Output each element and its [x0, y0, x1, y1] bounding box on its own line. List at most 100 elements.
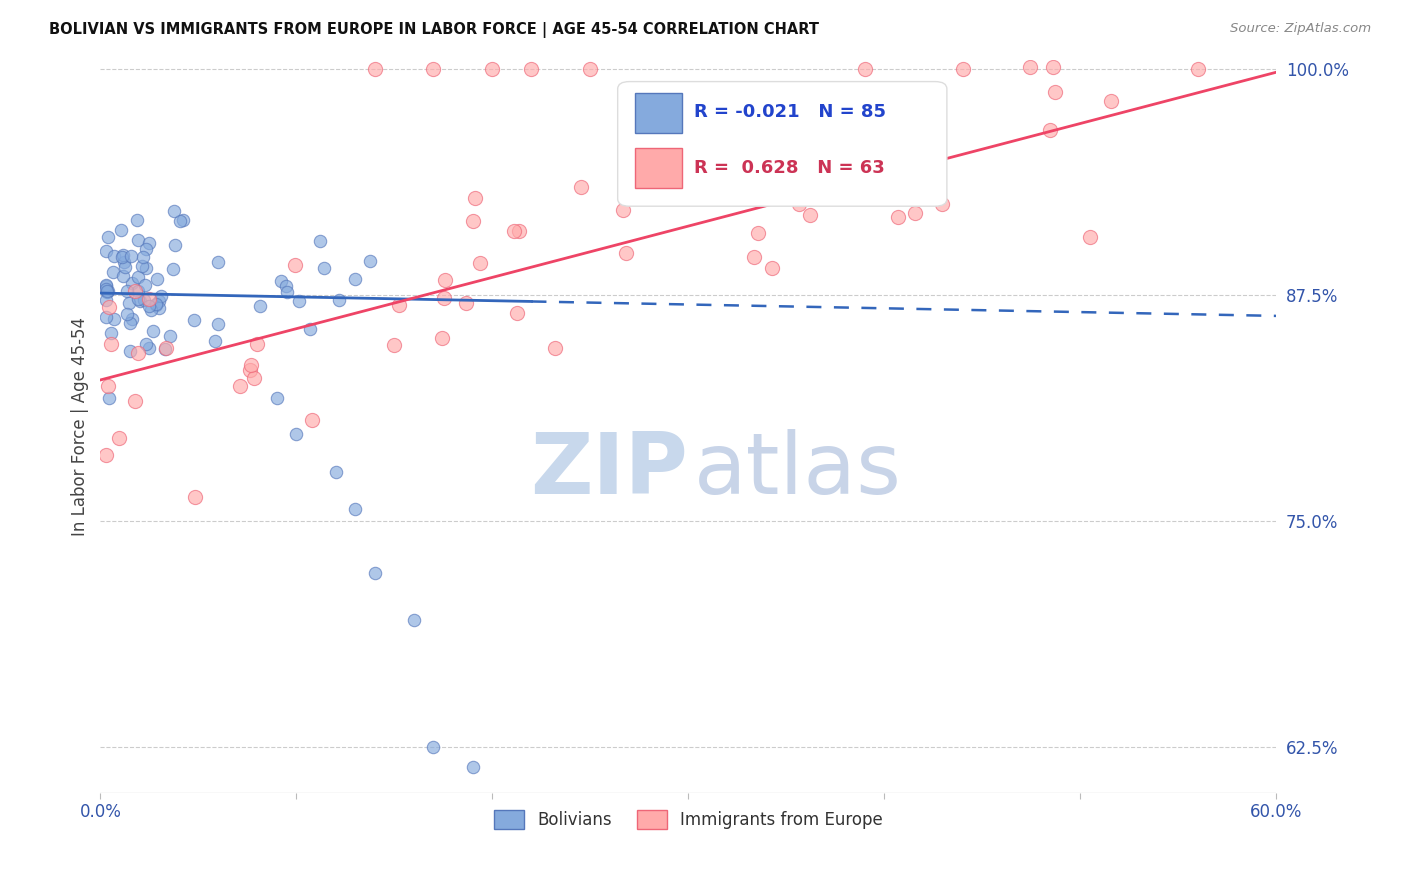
Point [1187, 62, 1209, 76]
Point [155, 341, 177, 355]
Point [96, 284, 118, 298]
Point [242, 371, 264, 385]
Point [328, 293, 350, 307]
Point [314, 261, 336, 276]
Point [162, 203, 184, 218]
Point [288, 294, 311, 309]
Point [817, 120, 839, 135]
Point [1019, 60, 1042, 74]
Point [787, 197, 810, 211]
Point [246, 336, 269, 351]
Point [579, 62, 602, 76]
Point [520, 62, 543, 76]
Point [111, 248, 134, 262]
Text: Source: ZipAtlas.com: Source: ZipAtlas.com [1230, 22, 1371, 36]
Point [612, 202, 634, 217]
Point [96, 278, 118, 293]
Point [508, 224, 530, 238]
Point [276, 285, 298, 299]
Point [115, 285, 138, 299]
Point [138, 236, 160, 251]
Point [299, 322, 322, 336]
Point [569, 179, 592, 194]
Point [240, 358, 263, 372]
Point [96, 277, 118, 292]
Point [747, 226, 769, 240]
Point [785, 168, 807, 182]
Point [148, 294, 170, 309]
Point [148, 301, 170, 316]
Point [207, 318, 229, 332]
Point [325, 465, 347, 479]
Point [266, 391, 288, 405]
Point [125, 213, 148, 227]
Point [183, 312, 205, 326]
Point [145, 296, 167, 310]
Point [132, 293, 155, 307]
Point [501, 815, 523, 830]
FancyBboxPatch shape [636, 147, 682, 188]
Point [96, 293, 118, 307]
Point [138, 292, 160, 306]
Point [481, 62, 503, 76]
Point [96, 310, 118, 324]
Point [135, 261, 157, 276]
Point [112, 254, 135, 268]
Point [502, 224, 524, 238]
Point [249, 299, 271, 313]
Point [118, 316, 141, 330]
Point [845, 128, 868, 143]
Point [110, 223, 132, 237]
Point [111, 250, 134, 264]
FancyBboxPatch shape [617, 81, 946, 206]
Text: BOLIVIAN VS IMMIGRANTS FROM EUROPE IN LABOR FORCE | AGE 45-54 CORRELATION CHART: BOLIVIAN VS IMMIGRANTS FROM EUROPE IN LA… [49, 22, 820, 38]
Point [96, 244, 118, 259]
Point [204, 334, 226, 348]
Text: atlas: atlas [695, 429, 903, 512]
Point [799, 208, 821, 222]
Point [904, 206, 927, 220]
Point [931, 197, 953, 211]
Point [433, 272, 456, 286]
Point [96, 285, 118, 299]
Point [127, 269, 149, 284]
Point [853, 62, 876, 76]
Point [464, 191, 486, 205]
Point [146, 272, 169, 286]
Point [127, 285, 149, 299]
Point [108, 431, 131, 445]
Point [145, 298, 167, 312]
Point [124, 285, 146, 299]
Point [153, 343, 176, 357]
Point [454, 296, 477, 310]
Point [127, 345, 149, 359]
Point [131, 259, 153, 273]
Point [388, 297, 411, 311]
Point [285, 427, 308, 442]
Point [382, 337, 405, 351]
Point [402, 613, 425, 627]
Point [103, 249, 125, 263]
Point [1078, 230, 1101, 244]
Point [96, 282, 118, 296]
Point [1039, 122, 1062, 136]
Point [463, 214, 485, 228]
Point [1101, 95, 1123, 109]
Point [149, 289, 172, 303]
Text: R =  0.628   N = 63: R = 0.628 N = 63 [695, 159, 884, 177]
Point [134, 278, 156, 293]
Point [141, 302, 163, 317]
Point [169, 214, 191, 228]
Point [103, 311, 125, 326]
Point [162, 261, 184, 276]
Point [138, 299, 160, 313]
Point [98, 391, 121, 405]
Point [239, 363, 262, 377]
Point [131, 250, 153, 264]
Point [118, 296, 141, 310]
Point [274, 279, 297, 293]
Point [101, 265, 124, 279]
Point [98, 300, 121, 314]
Point [284, 258, 307, 272]
Point [422, 740, 444, 755]
